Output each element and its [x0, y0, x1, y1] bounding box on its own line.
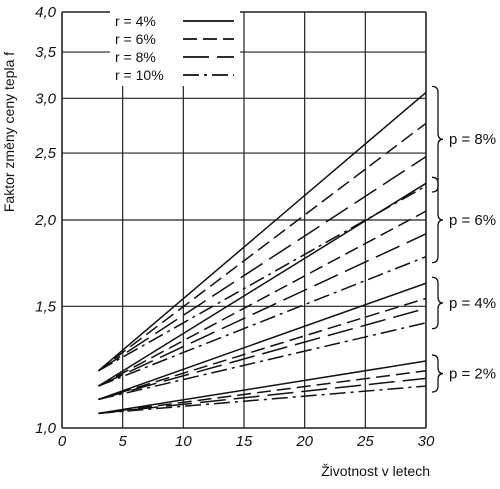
group-braces: p = 8% p = 6% p = 4% p = 2% [431, 85, 496, 393]
group-brace [431, 354, 444, 393]
y-tick-label: 1,0 [35, 420, 57, 437]
x-tick-label: 25 [356, 433, 374, 450]
y-tick-label: 4,0 [35, 4, 57, 21]
series-line-solid [98, 360, 427, 415]
x-tick-label: 10 [175, 433, 192, 450]
series-line-longdash [98, 233, 427, 387]
chart-tick-labels: 0 5 10 15 20 25 30 1,0 1,5 2,0 2,5 3,0 3,5 4,0 [34, 4, 435, 450]
y-tick-label: 2,5 [34, 145, 57, 162]
group-label: p = 2% [449, 366, 496, 383]
series-line-longdash [98, 307, 427, 401]
group-label: p = 6% [449, 212, 496, 229]
x-tick-label: 15 [236, 433, 253, 450]
group-brace [431, 176, 444, 264]
y-tick-label: 1,5 [35, 298, 57, 315]
legend-background [110, 10, 240, 86]
series-line-dashed [98, 297, 427, 401]
x-tick-label: 30 [418, 433, 435, 450]
group-label: p = 4% [449, 295, 496, 312]
group-brace [431, 276, 444, 330]
series-line-solid [97, 91, 427, 372]
x-tick-label: 5 [118, 433, 127, 450]
legend-label: r = 6% [115, 31, 156, 47]
legend-label: r = 10% [115, 67, 164, 83]
group-label: p = 8% [449, 131, 496, 148]
chart-legend: r = 4% r = 6% r = 8% r = 10% [110, 10, 240, 86]
legend-label: r = 4% [115, 13, 156, 29]
x-tick-label: 0 [58, 433, 67, 450]
series-line-dashed [97, 122, 427, 372]
chart-series [97, 91, 427, 415]
series-line-solid [98, 282, 427, 401]
series-line-longdash [98, 377, 427, 415]
y-tick-label: 2,0 [34, 212, 57, 229]
x-tick-label: 20 [295, 433, 313, 450]
group-brace [431, 85, 444, 193]
series-line-longdash [97, 156, 427, 372]
series-line-dashed [98, 210, 427, 387]
series-line-dashdot [98, 385, 427, 415]
series-line-dashed [98, 370, 427, 415]
y-tick-label: 3,0 [35, 90, 57, 107]
series-line-dashdot [98, 255, 427, 387]
legend-label: r = 8% [115, 49, 156, 65]
series-line-dashdot [98, 322, 427, 401]
x-axis-label: Životnost v letech [321, 463, 430, 479]
y-tick-label: 3,5 [35, 44, 57, 61]
y-axis-label: Faktor změny ceny tepla f [1, 52, 17, 212]
series-line-solid [98, 182, 427, 387]
